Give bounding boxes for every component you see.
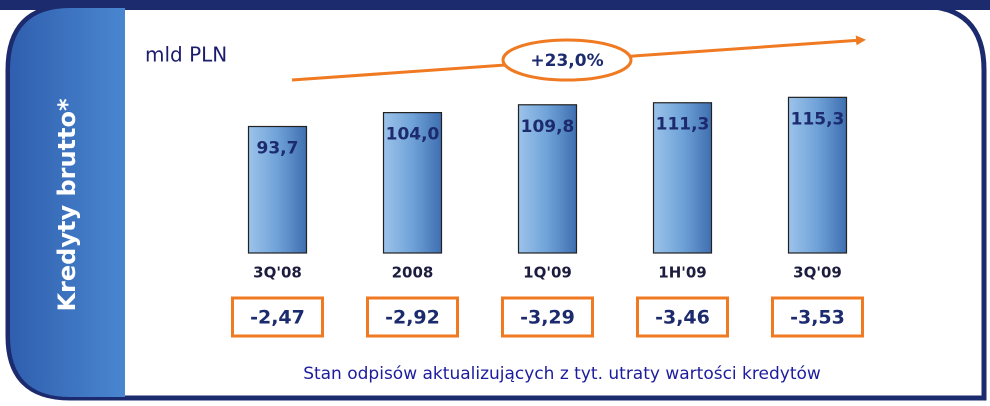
write-off-label: -2,47 xyxy=(250,307,305,329)
write-off-box xyxy=(231,296,324,338)
bar xyxy=(247,125,308,254)
x-tick-label: 3Q'09 xyxy=(793,264,842,282)
write-off-box xyxy=(366,296,459,338)
x-tick-label: 1H'09 xyxy=(658,264,706,282)
write-off-label: -2,92 xyxy=(385,307,440,329)
write-off-label: -3,53 xyxy=(790,307,845,329)
write-off-label: -3,46 xyxy=(655,307,710,329)
bar xyxy=(382,111,443,254)
bar-value-label: 93,7 xyxy=(257,139,299,159)
side-title: Kredyty brutto* xyxy=(53,98,81,312)
x-tick-label: 2008 xyxy=(392,264,434,282)
bar-value-label: 104,0 xyxy=(386,125,440,145)
bar-value-label: 109,8 xyxy=(521,117,575,137)
bar xyxy=(652,102,713,254)
growth-label: +23,0% xyxy=(530,51,603,71)
write-off-box xyxy=(771,296,864,338)
growth-ellipse xyxy=(501,38,633,82)
top-band xyxy=(0,0,990,10)
bar xyxy=(787,96,848,254)
bar-value-label: 115,3 xyxy=(791,109,845,129)
write-off-caption: Stan odpisów aktualizujących z tyt. utra… xyxy=(303,364,821,384)
x-tick-label: 3Q'08 xyxy=(253,264,302,282)
write-off-box xyxy=(636,296,729,338)
bar-value-label: 111,3 xyxy=(656,115,710,135)
side-panel xyxy=(10,8,125,397)
write-off-box xyxy=(501,296,594,338)
unit-label: mld PLN xyxy=(145,43,227,67)
write-off-label: -3,29 xyxy=(520,307,575,329)
bar xyxy=(517,104,578,254)
x-tick-label: 1Q'09 xyxy=(523,264,572,282)
